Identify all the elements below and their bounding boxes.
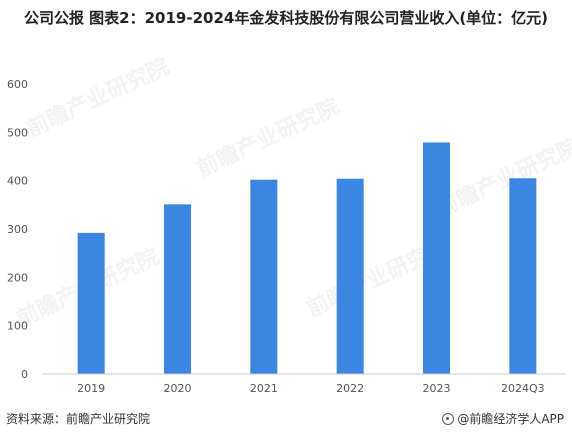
y-tick-label: 100 bbox=[7, 320, 28, 333]
bar-2024Q3 bbox=[509, 178, 537, 374]
bar-2020 bbox=[164, 204, 191, 374]
footer: 资料来源：前瞻产业研究院 @前瞻经济学人APP bbox=[0, 406, 572, 428]
bar-2021 bbox=[250, 179, 278, 374]
y-tick-label: 200 bbox=[7, 271, 28, 284]
y-tick-label: 400 bbox=[7, 175, 28, 188]
y-tick-label: 300 bbox=[7, 223, 28, 236]
y-tick-label: 0 bbox=[21, 368, 28, 381]
circle-logo-icon bbox=[442, 412, 455, 425]
x-tick-label: 2023 bbox=[423, 382, 451, 395]
bar-2023 bbox=[423, 142, 450, 374]
y-tick-label: 600 bbox=[7, 78, 28, 91]
x-tick-label: 2022 bbox=[336, 382, 364, 395]
bar-2022 bbox=[336, 178, 364, 374]
brand-text: @前瞻经济学人APP bbox=[457, 412, 564, 426]
source-text: 资料来源：前瞻产业研究院 bbox=[6, 412, 151, 426]
x-tick-label: 2024Q3 bbox=[501, 382, 545, 395]
brand: @前瞻经济学人APP bbox=[442, 410, 564, 427]
chart-title: 公司公报 图表2：2019-2024年金发科技股份有限公司营业收入(单位：亿元) bbox=[23, 9, 549, 27]
bar-2019 bbox=[77, 232, 105, 374]
y-tick-label: 500 bbox=[7, 126, 28, 139]
x-tick-label: 2019 bbox=[77, 382, 105, 395]
x-tick-label: 2021 bbox=[250, 382, 278, 395]
x-tick-label: 2020 bbox=[164, 382, 192, 395]
